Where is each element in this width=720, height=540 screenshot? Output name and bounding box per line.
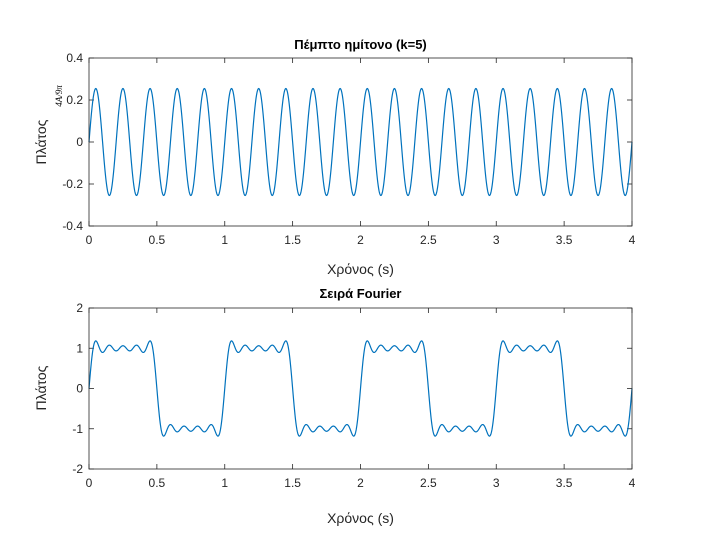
top-y-tick-label: -0.2 [62,177,83,191]
bottom-y-tick-label: 0 [76,382,83,396]
top-x-tick-label: 1.5 [284,233,301,247]
bottom-x-tick-label: 0 [86,476,93,490]
top-x-axis-label: Χρόνος (s) [327,261,394,277]
top-x-tick-label: 0 [86,233,93,247]
top-x-tick-label: 3.5 [556,233,573,247]
bottom-x-tick-label: 4 [629,476,636,490]
top-x-tick-label: 1 [221,233,228,247]
bottom-x-axis-label: Χρόνος (s) [327,510,394,526]
bottom-x-tick-label: 0.5 [149,476,166,490]
bottom-axes-box [88,307,633,470]
top-y-tick-label: 0 [76,135,83,149]
bottom-x-tick-label: 3.5 [556,476,573,490]
bottom-y-tick-label: -1 [72,422,83,436]
top-x-tick-label: 3 [493,233,500,247]
bottom-x-tick-label: 2 [357,476,364,490]
top-handwritten-annotation: 4A/9π [54,85,64,107]
bottom-y-tick-label: -2 [72,462,83,476]
bottom-y-tick-label: 1 [76,341,83,355]
top-y-tick-label: 0.2 [66,93,83,107]
bottom-x-tick-label: 1.5 [284,476,301,490]
bottom-y-tick-label: 2 [76,301,83,315]
bottom-chart-title: Σειρά Fourier [319,286,401,301]
top-x-tick-label: 4 [629,233,636,247]
bottom-y-axis-label: Πλάτος [33,365,49,410]
top-x-tick-label: 0.5 [149,233,166,247]
top-series-line [88,87,633,197]
top-y-axis-label: Πλάτος [33,119,49,164]
bottom-subplot: Σειρά Fourier Χρόνος (s) Πλάτος 0 0.5 1 1.5… [33,286,636,526]
bottom-x-tick-label: 2.5 [420,476,437,490]
top-y-tick-label: -0.4 [62,219,83,233]
top-x-tick-label: 2.5 [420,233,437,247]
top-y-ticks: -0.4 -0.2 0 0.2 0.4 [62,51,632,233]
bottom-x-ticks: 0 0.5 1 1.5 2 2.5 3 3.5 4 [86,308,636,490]
top-x-ticks: 0 0.5 1 1.5 2 2.5 3 3.5 4 [86,58,636,247]
top-axes-box [88,57,633,227]
top-subplot: Πέμπτο ημίτονο (k=5) Χρόνος (s) Πλάτος 4… [33,37,636,277]
top-y-tick-label: 0.4 [66,51,83,65]
bottom-x-tick-label: 1 [221,476,228,490]
bottom-series-line [88,340,633,437]
top-x-tick-label: 2 [357,233,364,247]
top-chart-title: Πέμπτο ημίτονο (k=5) [294,37,427,52]
bottom-x-tick-label: 3 [493,476,500,490]
